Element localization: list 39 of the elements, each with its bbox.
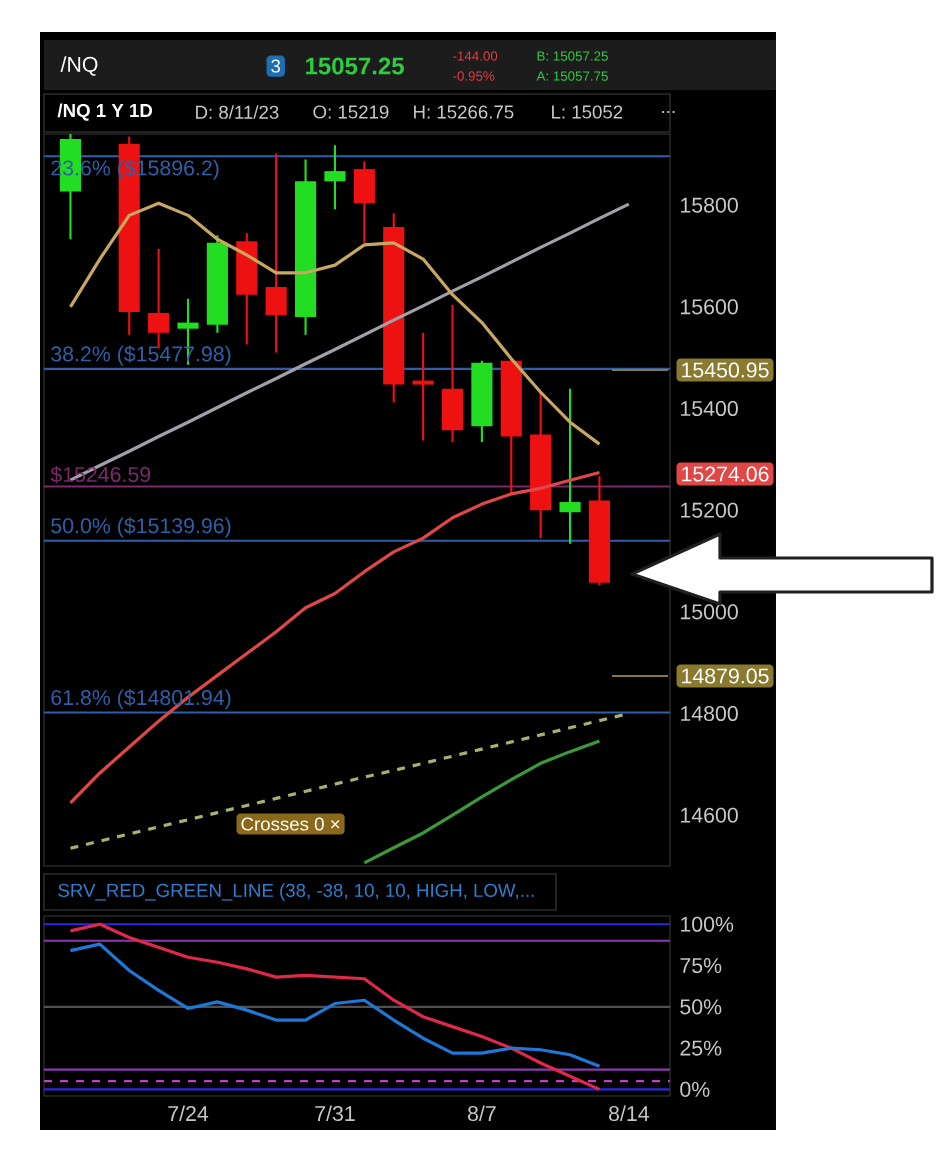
y-tick-label: 14600	[681, 807, 738, 823]
y-tick-label: 15800	[681, 197, 738, 213]
candlestick	[353, 160, 375, 244]
y-tick-label: 50%	[680, 999, 722, 1015]
candlestick	[324, 144, 346, 211]
line-series	[68, 942, 602, 1068]
y-tick-label: 14800	[681, 705, 738, 722]
text: H: 15266.75	[414, 105, 514, 119]
y-tick-label: 15200	[681, 502, 738, 518]
text: D: 8/11/23	[196, 105, 279, 119]
text: 15274.06	[682, 466, 769, 482]
ref-line-label: 50.0% ($15139.96)	[51, 517, 231, 538]
chart-title: SRV_RED_GREEN_LINE (38, -38, 10, 10, HIGH, LOW,...	[58, 883, 534, 901]
text: 15057.25	[306, 57, 404, 75]
text: 15450.95	[682, 362, 769, 378]
text: L: 15052	[552, 105, 623, 119]
text: 14879.05	[682, 668, 769, 684]
text: O: 15219	[313, 105, 389, 119]
x-tick-label: 8/14	[609, 1105, 649, 1122]
text: ...	[662, 111, 675, 114]
text: 3	[271, 59, 281, 73]
y-tick-label: 15400	[681, 400, 738, 417]
candlestick	[441, 303, 464, 444]
annotation: Crosses 0 ×	[241, 817, 340, 831]
text: /NQ	[60, 56, 98, 76]
x-tick-label: 8/7	[467, 1105, 496, 1122]
line-series	[362, 739, 602, 865]
y-tick-label: 100%	[681, 916, 734, 932]
x-tick-label: 7/31	[315, 1105, 355, 1122]
chart-title: /NQ 1 Y 1D	[57, 103, 153, 121]
y-tick-label: 25%	[680, 1040, 722, 1056]
candlestick	[265, 152, 287, 354]
x-tick-label: 7/24	[168, 1105, 209, 1122]
y-tick-label: 0%	[680, 1081, 710, 1097]
y-tick-label: 15600	[681, 299, 738, 315]
y-tick-label: 15000	[681, 604, 738, 620]
candlestick	[559, 387, 581, 545]
candlestick	[412, 331, 434, 442]
y-tick-label: 75%	[680, 958, 722, 974]
